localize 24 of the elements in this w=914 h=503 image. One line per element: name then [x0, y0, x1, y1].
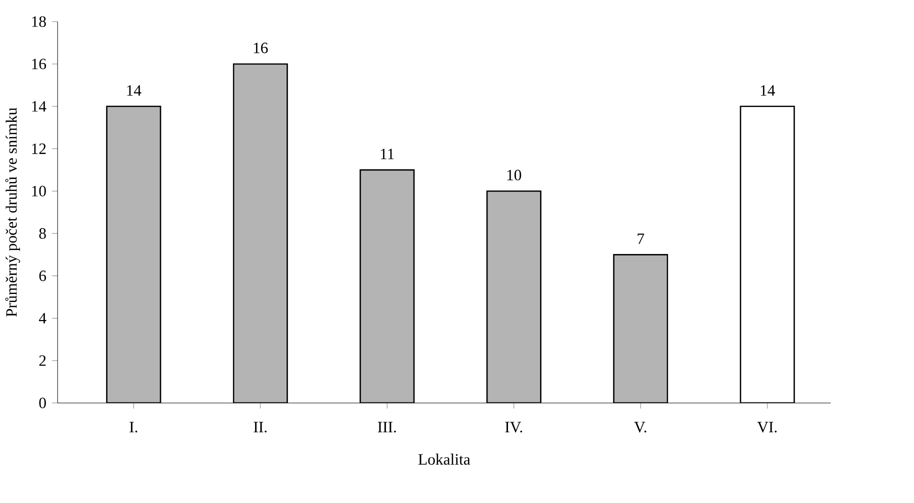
data-label: 7: [638, 234, 644, 244]
y-tick-label: 18: [32, 16, 46, 27]
y-tick-label: 16: [32, 58, 46, 70]
y-tick-label: 8: [39, 228, 46, 239]
y-axis-title: Průměrný počet druhů ve snímku: [5, 108, 20, 317]
y-tick-label: 10: [32, 186, 46, 196]
data-label: 14: [760, 85, 775, 96]
y-tick-label: 6: [39, 270, 46, 282]
x-axis-title: Lokalita: [418, 454, 470, 465]
y-tick-label: 12: [32, 143, 46, 154]
y-tick-label: 2: [39, 355, 46, 366]
x-tick-label: I.: [130, 422, 138, 432]
x-tick-label: IV.: [505, 422, 522, 432]
data-label: 10: [507, 170, 522, 180]
x-tick-label: III.: [378, 422, 396, 432]
x-tick-label: II.: [254, 422, 267, 432]
data-label: 16: [254, 42, 268, 54]
y-tick-label: 4: [38, 312, 46, 324]
y-tick-label: 14: [32, 101, 46, 112]
data-label: 14: [127, 85, 142, 96]
y-tick-label: 0: [39, 398, 46, 408]
data-label: 11: [380, 148, 394, 160]
x-tick-label: VI.: [757, 422, 777, 432]
x-tick-label: V.: [634, 422, 646, 432]
